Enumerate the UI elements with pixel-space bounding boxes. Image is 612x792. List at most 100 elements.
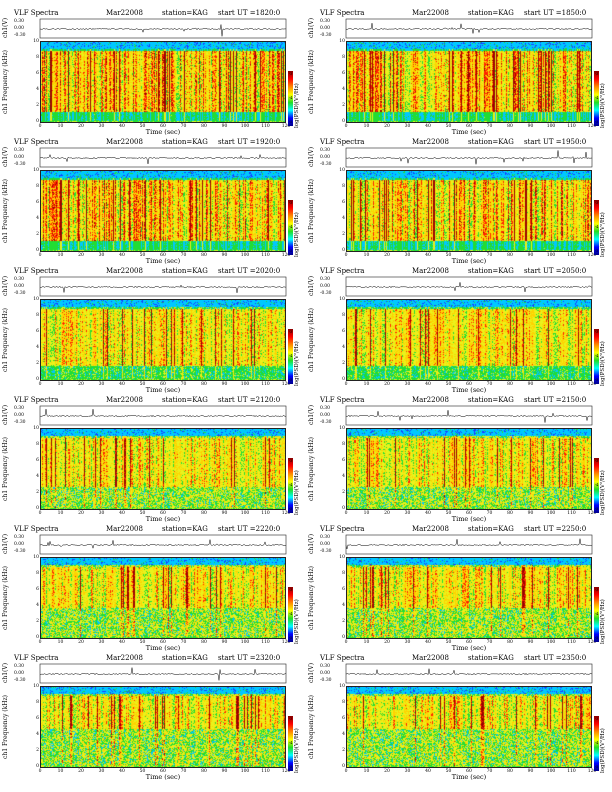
x-tick-label: 50 [445, 640, 452, 645]
colorbar-tick: -5 [289, 636, 293, 640]
x-tick-label: 40 [425, 382, 431, 387]
waveform-ylabel: ch1(V) [308, 17, 315, 39]
x-tick-label: 40 [425, 640, 431, 645]
x-tick-label: 0 [344, 511, 348, 516]
panel-header: VLF Spectra Mar22008 station=KAG start UT =… [2, 524, 302, 534]
colorbar-tick: -3 [595, 459, 599, 463]
colorbar-tick: -4 [289, 96, 293, 100]
header-date: Mar22008 [106, 9, 143, 17]
spectrogram-heatmap [346, 170, 592, 252]
x-tick-label: 90 [527, 253, 534, 258]
panel-header: VLF Spectra Mar22008 station=KAG start UT =… [308, 8, 608, 18]
waveform-frame [39, 147, 287, 168]
x-tick-label: 60 [466, 640, 472, 645]
x-tick-label: 10 [57, 253, 64, 258]
waveform-line [39, 153, 287, 165]
header-title: VLF Spectra [320, 525, 365, 533]
x-tick-label: 0 [38, 253, 42, 258]
x-tick-label: 110 [567, 511, 576, 516]
y-tick-label: 10 [33, 297, 39, 302]
waveform-tick: 0.00 [320, 542, 331, 547]
x-tick-label: 110 [567, 124, 576, 129]
x-tick-label: 20 [384, 769, 390, 774]
waveform-line [345, 282, 593, 293]
y-tick-label: 10 [339, 39, 345, 44]
panel-header: VLF Spectra Mar22008 station=KAG start UT =… [2, 266, 302, 276]
x-tick-label: 120 [587, 253, 597, 258]
colorbar [288, 587, 293, 642]
header-start-ut: start UT =2250:0 [524, 525, 587, 533]
spectrogram-canvas [347, 429, 591, 509]
y-tick-label: 2 [36, 103, 39, 108]
x-tick-label: 120 [281, 253, 291, 258]
x-tick-label: 10 [57, 511, 64, 516]
spectrogram-heatmap [40, 686, 286, 768]
y-tick-label: 6 [342, 716, 345, 721]
colorbar-tick: -5 [595, 636, 599, 640]
x-tick-row: 0 10 20 30 40 50 60 70 80 90 100 110 120 [39, 382, 291, 388]
x-tick-label: 60 [160, 511, 166, 516]
spectrogram-canvas [41, 429, 285, 509]
panel-header: VLF Spectra Mar22008 station=KAG start UT =… [2, 653, 302, 663]
x-tick-label: 90 [527, 511, 534, 516]
x-tick-label: 40 [425, 769, 431, 774]
colorbar-tick: -4 [595, 612, 599, 616]
colorbar-tick: -5 [289, 507, 293, 511]
y-tick-label: 4 [342, 474, 345, 479]
waveform-plot [39, 663, 287, 684]
y-tick-label: 6 [36, 329, 39, 334]
spectrogram-heatmap [346, 428, 592, 510]
y-tick-label: 10 [33, 684, 39, 689]
x-tick-label: 60 [466, 511, 472, 516]
x-tick-label: 100 [546, 124, 556, 129]
x-tick-label: 30 [404, 511, 411, 516]
y-tick-label: 2 [36, 490, 39, 495]
x-tick-label: 30 [404, 253, 411, 258]
spectrogram-heatmap [40, 299, 286, 381]
spectrogram-panel: VLF Spectra Mar22008 station=KAG start UT =… [2, 524, 302, 652]
colorbar [594, 200, 599, 255]
x-axis-label: Time (sec) [451, 386, 487, 394]
waveform-line [39, 667, 287, 681]
spectrogram-ylabel: ch1 Frequency (kHz) [2, 307, 9, 373]
colorbar-tick: -3 [595, 72, 599, 76]
y-tick-label: 8 [36, 442, 39, 447]
colorbar-tick: -3 [595, 588, 599, 592]
header-title: VLF Spectra [14, 525, 59, 533]
waveform-tick: -0.30 [14, 33, 26, 38]
y-tick-label: 8 [36, 700, 39, 705]
spectrogram-panel: VLF Spectra Mar22008 station=KAG start UT =… [2, 266, 302, 394]
waveform-frame [39, 663, 287, 684]
x-tick-label: 70 [180, 511, 187, 516]
panel-header: VLF Spectra Mar22008 station=KAG start UT =… [308, 137, 608, 147]
y-tick-label: 8 [342, 184, 345, 189]
header-station: station=KAG [468, 396, 514, 404]
x-tick-label: 80 [507, 382, 513, 387]
x-tick-label: 50 [139, 124, 146, 129]
x-tick-label: 110 [261, 640, 270, 645]
spectrogram-canvas [41, 171, 285, 251]
x-tick-label: 120 [281, 769, 291, 774]
waveform-tick: 0.30 [14, 406, 25, 411]
header-start-ut: start UT =2220:0 [218, 525, 281, 533]
waveform-line [345, 23, 593, 34]
waveform-ylabel: ch1(V) [2, 533, 9, 555]
x-tick-label: 120 [587, 769, 597, 774]
x-tick-label: 0 [344, 253, 348, 258]
x-tick-label: 120 [281, 640, 291, 645]
x-tick-label: 0 [344, 769, 348, 774]
y-tick-label: 10 [339, 426, 345, 431]
colorbar-tick: -3 [289, 588, 293, 592]
x-tick-label: 100 [546, 382, 556, 387]
x-tick-label: 10 [363, 640, 370, 645]
panel-header: VLF Spectra Mar22008 station=KAG start UT =… [308, 395, 608, 405]
x-tick-label: 60 [160, 124, 166, 129]
spectrogram-panel: VLF Spectra Mar22008 station=KAG start UT =… [308, 653, 608, 781]
waveform-tick: 0.00 [320, 284, 331, 289]
x-tick-label: 90 [527, 382, 534, 387]
x-tick-row: 0 10 20 30 40 50 60 70 80 90 100 110 120 [345, 124, 597, 130]
waveform-frame [39, 534, 287, 555]
x-axis-label: Time (sec) [451, 128, 487, 136]
y-tick-label: 8 [36, 55, 39, 60]
x-axis-label: Time (sec) [451, 773, 487, 781]
